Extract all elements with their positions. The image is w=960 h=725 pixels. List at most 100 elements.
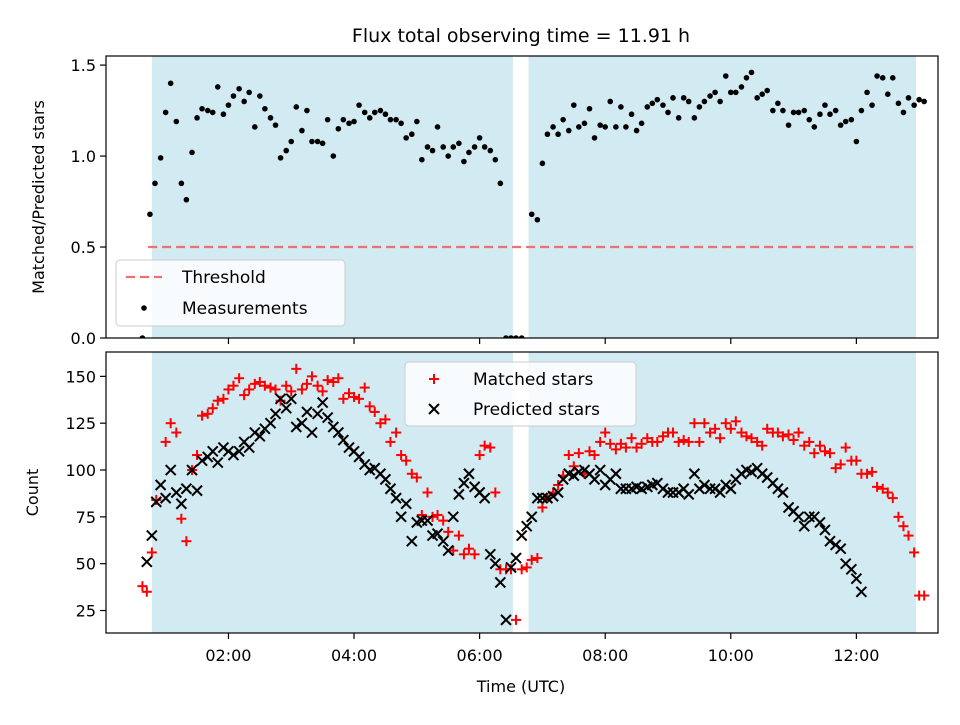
predicted-star-point bbox=[243, 441, 255, 454]
measurement-point bbox=[591, 135, 598, 141]
matched-star-point bbox=[752, 436, 763, 447]
measurement-point bbox=[382, 111, 389, 118]
measurement-point bbox=[670, 95, 676, 101]
matched-star-point bbox=[553, 480, 564, 491]
predicted-star-point bbox=[264, 417, 277, 429]
measurement-point bbox=[654, 96, 661, 103]
matched-star-point bbox=[349, 391, 360, 402]
predicted-star-point bbox=[845, 563, 858, 576]
measurement-point bbox=[712, 89, 718, 96]
legend-predicted-label: Predicted stars bbox=[473, 400, 600, 420]
measurement-point bbox=[858, 107, 865, 114]
predicted-star-point bbox=[792, 511, 805, 523]
matched-star-point bbox=[668, 427, 679, 438]
measurement-point bbox=[262, 105, 268, 112]
measurement-point bbox=[283, 147, 290, 154]
predicted-star-point bbox=[301, 406, 313, 418]
measurement-point bbox=[335, 125, 342, 132]
y-tick-label: 75 bbox=[76, 508, 96, 527]
predicted-star-point bbox=[505, 561, 517, 574]
measurement-point bbox=[660, 102, 666, 108]
y-tick-label: 50 bbox=[76, 555, 96, 574]
matched-star-point bbox=[463, 543, 474, 554]
legend-box bbox=[404, 361, 637, 427]
matched-star-point bbox=[151, 494, 162, 505]
legend-matched-swatch bbox=[429, 374, 439, 384]
measurement-point bbox=[183, 196, 190, 203]
matched-star-point bbox=[793, 427, 804, 438]
measurement-point bbox=[576, 124, 582, 130]
y-tick-label: 1.0 bbox=[71, 147, 96, 166]
measurement-point bbox=[481, 144, 488, 150]
matched-star-point bbox=[835, 459, 846, 470]
predicted-star-point bbox=[175, 498, 188, 510]
matched-star-point bbox=[882, 487, 893, 498]
measurement-point bbox=[257, 93, 263, 99]
predicted-star-point bbox=[526, 511, 538, 523]
measurement-point bbox=[817, 111, 823, 118]
matched-star-point bbox=[532, 553, 543, 564]
matched-star-point bbox=[710, 423, 721, 434]
predicted-star-point bbox=[285, 393, 297, 405]
measurement-point bbox=[236, 85, 242, 92]
matched-star-point bbox=[631, 442, 642, 453]
matched-star-point bbox=[369, 406, 380, 417]
legend-measurements-label: Measurements bbox=[182, 299, 308, 319]
predicted-star-point bbox=[196, 454, 208, 467]
measurement-point bbox=[293, 104, 300, 110]
measurement-point bbox=[565, 127, 572, 134]
predicted-star-point bbox=[150, 496, 162, 508]
predicted-star-point bbox=[146, 529, 158, 542]
matched-star-point bbox=[286, 386, 297, 397]
measurement-point bbox=[586, 105, 593, 112]
matched-star-point bbox=[678, 435, 689, 446]
matched-star-point bbox=[354, 393, 365, 404]
matched-star-point bbox=[141, 586, 152, 597]
matched-star-point bbox=[840, 442, 851, 453]
predicted-star-point bbox=[296, 417, 308, 429]
matched-star-point bbox=[573, 448, 584, 459]
measurement-point bbox=[419, 156, 425, 163]
matched-star-point bbox=[474, 450, 485, 461]
predicted-star-point bbox=[855, 586, 868, 598]
measurement-point bbox=[356, 102, 362, 108]
matched-star-point bbox=[171, 427, 182, 438]
measurement-point bbox=[209, 109, 216, 116]
y-tick-label: 125 bbox=[65, 414, 96, 433]
matched-star-point bbox=[762, 423, 773, 434]
x-tick-label: 06:00 bbox=[457, 646, 503, 665]
x-tick-label: 02:00 bbox=[205, 646, 251, 665]
matched-star-point bbox=[411, 472, 422, 483]
matched-star-point bbox=[207, 403, 218, 414]
matched-star-point bbox=[595, 436, 606, 447]
matched-star-point bbox=[479, 440, 490, 451]
measurement-point bbox=[895, 100, 902, 107]
matched-star-point bbox=[485, 442, 496, 453]
matched-star-point bbox=[824, 448, 835, 459]
legend-measurements-swatch bbox=[141, 305, 147, 311]
matched-star-point bbox=[249, 378, 260, 389]
predicted-star-point bbox=[594, 464, 606, 476]
measurement-point bbox=[167, 80, 174, 87]
measurement-point bbox=[889, 75, 896, 81]
y-axis-label: Count bbox=[23, 469, 42, 517]
matched-star-point bbox=[448, 545, 459, 556]
predicted-star-point bbox=[521, 520, 533, 532]
measurement-point bbox=[649, 100, 656, 107]
matched-star-point bbox=[306, 371, 317, 382]
measurement-point bbox=[691, 115, 698, 121]
predicted-star-point bbox=[290, 421, 302, 433]
measurement-point bbox=[314, 138, 321, 145]
predicted-star-point bbox=[714, 486, 726, 499]
measurement-point bbox=[921, 98, 927, 105]
predicted-star-point bbox=[337, 434, 350, 446]
matched-star-point bbox=[401, 455, 412, 466]
measurement-point bbox=[340, 116, 347, 123]
axes-frame bbox=[105, 55, 939, 339]
measurement-point bbox=[492, 156, 499, 163]
matched-star-point bbox=[212, 395, 223, 406]
measurement-point bbox=[534, 216, 541, 223]
predicted-star-point bbox=[170, 486, 183, 499]
matched-star-point bbox=[903, 530, 914, 541]
measurement-point bbox=[884, 91, 891, 98]
